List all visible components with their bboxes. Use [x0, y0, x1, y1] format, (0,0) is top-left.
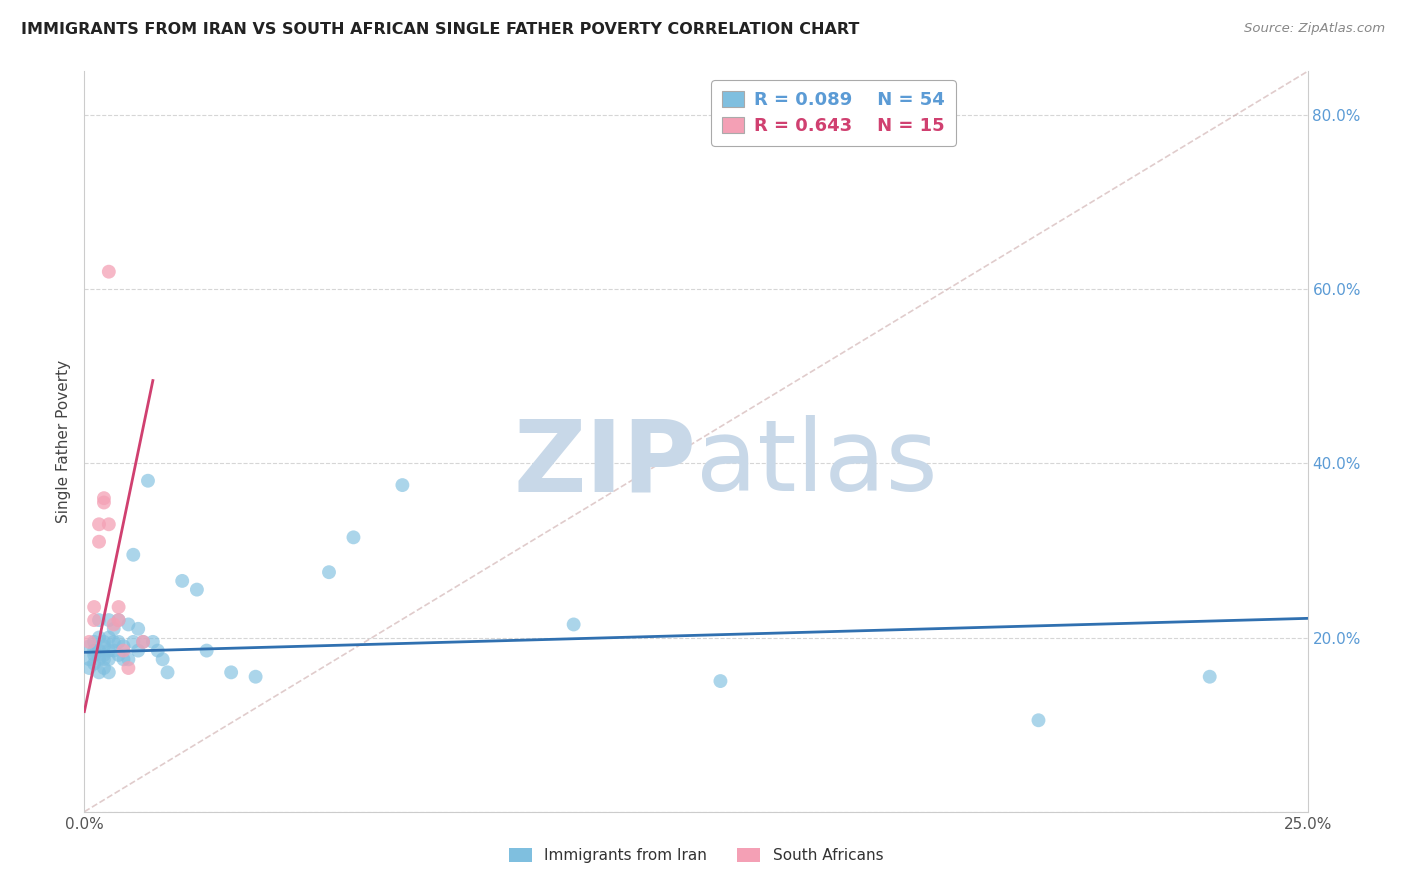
Point	[127, 643, 149, 657]
Point	[97, 665, 120, 680]
Point	[195, 643, 218, 657]
Point	[127, 622, 149, 636]
Point	[342, 530, 364, 544]
Point	[107, 648, 129, 662]
Point	[77, 652, 100, 666]
Point	[122, 548, 145, 562]
Point	[132, 635, 155, 649]
Legend: Immigrants from Iran, South Africans: Immigrants from Iran, South Africans	[501, 840, 891, 871]
Point	[93, 491, 115, 505]
Point	[146, 643, 169, 657]
Point	[87, 643, 110, 657]
Point	[97, 643, 120, 657]
Point	[87, 534, 110, 549]
Text: IMMIGRANTS FROM IRAN VS SOUTH AFRICAN SINGLE FATHER POVERTY CORRELATION CHART: IMMIGRANTS FROM IRAN VS SOUTH AFRICAN SI…	[21, 22, 859, 37]
Point	[107, 613, 129, 627]
Point	[132, 635, 155, 649]
Point	[87, 613, 110, 627]
Point	[97, 265, 120, 279]
Text: atlas: atlas	[696, 416, 938, 512]
Point	[93, 495, 115, 509]
Y-axis label: Single Father Poverty: Single Father Poverty	[56, 360, 72, 523]
Point	[142, 635, 165, 649]
Point	[136, 474, 159, 488]
Point	[97, 652, 120, 666]
Point	[172, 574, 194, 588]
Point	[103, 617, 125, 632]
Point	[83, 613, 105, 627]
Point	[117, 661, 139, 675]
Point	[152, 652, 174, 666]
Point	[77, 639, 100, 653]
Point	[112, 652, 135, 666]
Point	[562, 617, 585, 632]
Text: Source: ZipAtlas.com: Source: ZipAtlas.com	[1244, 22, 1385, 36]
Point	[107, 600, 129, 615]
Point	[219, 665, 242, 680]
Point	[93, 652, 115, 666]
Point	[83, 648, 105, 662]
Point	[709, 674, 731, 689]
Text: ZIP: ZIP	[513, 416, 696, 512]
Point	[97, 517, 120, 532]
Point	[103, 643, 125, 657]
Point	[117, 652, 139, 666]
Point	[93, 648, 115, 662]
Point	[83, 635, 105, 649]
Point	[107, 635, 129, 649]
Point	[318, 565, 340, 579]
Point	[112, 639, 135, 653]
Point	[93, 635, 115, 649]
Point	[83, 643, 105, 657]
Point	[117, 617, 139, 632]
Point	[77, 661, 100, 675]
Point	[1028, 713, 1050, 727]
Point	[103, 635, 125, 649]
Point	[103, 622, 125, 636]
Point	[97, 613, 120, 627]
Point	[77, 635, 100, 649]
Point	[1198, 670, 1220, 684]
Point	[87, 652, 110, 666]
Point	[186, 582, 208, 597]
Point	[156, 665, 179, 680]
Point	[97, 631, 120, 645]
Point	[122, 635, 145, 649]
Point	[112, 643, 135, 657]
Point	[245, 670, 267, 684]
Point	[87, 665, 110, 680]
Point	[87, 631, 110, 645]
Point	[87, 517, 110, 532]
Point	[391, 478, 413, 492]
Point	[107, 613, 129, 627]
Point	[83, 600, 105, 615]
Point	[93, 661, 115, 675]
Point	[83, 657, 105, 671]
Point	[93, 639, 115, 653]
